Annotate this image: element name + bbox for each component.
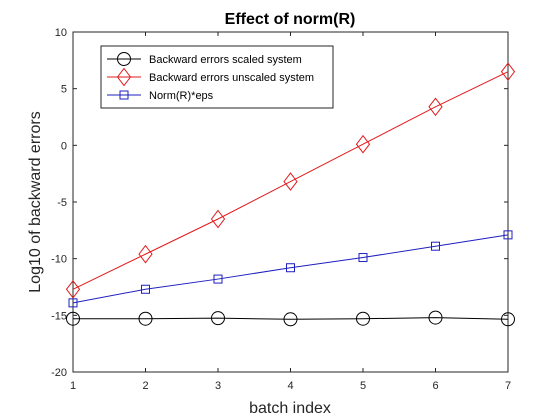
- data-point-1: [500, 62, 516, 81]
- data-point-0: [501, 312, 515, 327]
- legend-label: Backward errors unscaled system: [149, 72, 314, 84]
- data-point-2: [503, 230, 513, 240]
- data-point-2: [141, 284, 150, 294]
- data-point-2: [68, 298, 78, 308]
- x-tick-label: 7: [505, 380, 511, 392]
- x-tick-label: 1: [70, 380, 76, 392]
- series-line-2: [72, 234, 509, 304]
- x-axis: 1 2 3 4 5 6 7: [70, 32, 511, 392]
- x-tick-label: 4: [287, 380, 293, 392]
- data-point-0: [66, 311, 80, 326]
- y-tick-label: -15: [51, 310, 67, 322]
- data-point-0: [211, 311, 225, 326]
- data-point-1: [355, 134, 371, 154]
- series-layer: [65, 62, 516, 327]
- legend-marker: [117, 52, 131, 66]
- data-point-2: [286, 263, 295, 273]
- data-point-1: [210, 209, 226, 229]
- y-tick-label: -10: [51, 254, 67, 266]
- y-tick-label: 5: [61, 84, 67, 96]
- series-line-1: [72, 71, 509, 290]
- y-tick-label: -5: [57, 197, 67, 209]
- x-tick-label: 3: [215, 380, 221, 392]
- legend: Backward errors scaled system Backward er…: [100, 45, 334, 109]
- x-axis-label: batch index: [249, 400, 331, 417]
- data-point-0: [283, 312, 298, 327]
- legend-label: Norm(R)*eps: [149, 90, 214, 102]
- data-point-0: [356, 311, 370, 326]
- chart-title: Effect of norm(R): [225, 11, 356, 28]
- data-point-0: [428, 310, 443, 325]
- x-tick-label: 2: [142, 380, 148, 392]
- series-line-0: [73, 317, 509, 320]
- data-point-2: [358, 253, 368, 263]
- y-axis-label: Log10 of backward errors: [27, 111, 44, 292]
- y-tick-label: 0: [61, 140, 67, 152]
- data-point-1: [428, 97, 443, 117]
- y-axis: -20 -15 -10 -5 0 5 10: [51, 27, 508, 379]
- data-point-1: [138, 244, 153, 264]
- data-point-1: [283, 172, 298, 191]
- y-tick-label: 10: [55, 27, 67, 39]
- x-tick-label: 5: [360, 380, 366, 392]
- data-point-2: [213, 274, 223, 284]
- y-tick-label: -20: [51, 367, 67, 379]
- legend-marker: [119, 90, 129, 100]
- data-point-0: [138, 311, 153, 326]
- data-point-1: [65, 279, 81, 299]
- legend-marker: [116, 67, 132, 87]
- x-tick-label: 6: [432, 380, 438, 392]
- data-point-2: [431, 241, 440, 251]
- legend-label: Backward errors scaled system: [149, 54, 302, 66]
